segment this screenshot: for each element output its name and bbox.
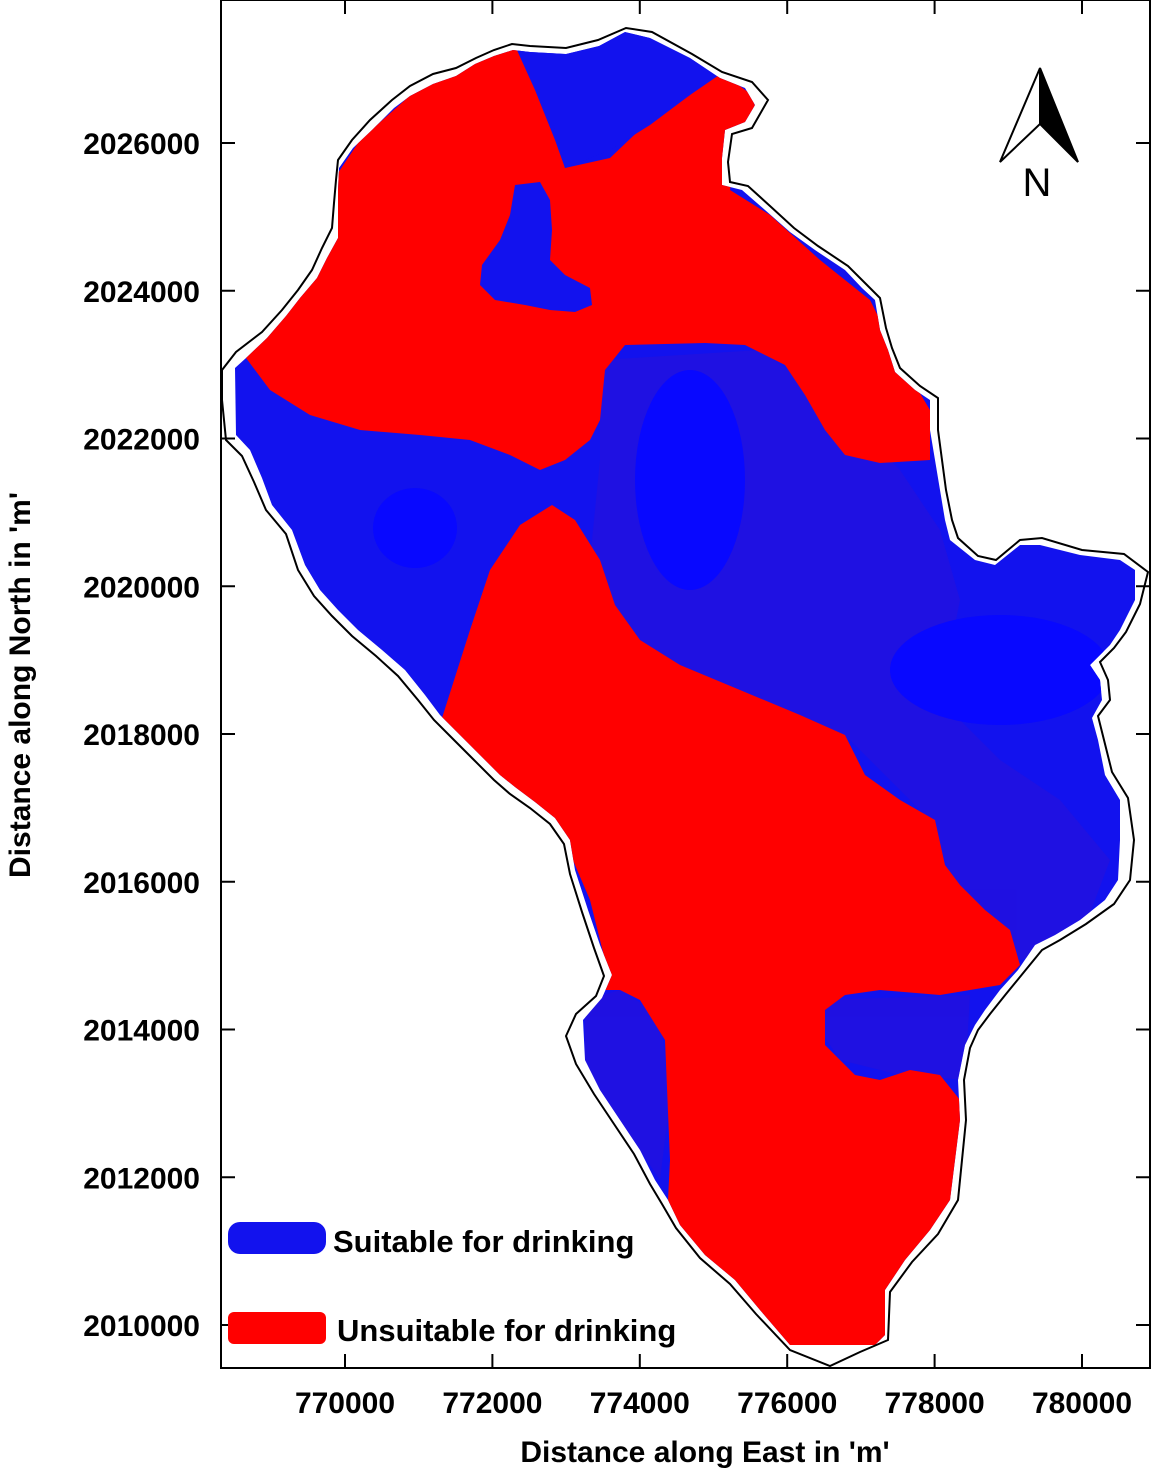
- blue-island-top: [516, 32, 712, 168]
- north-label: N: [1023, 161, 1052, 205]
- legend: Suitable for drinking Unsuitable for dri…: [228, 1222, 676, 1348]
- basin-boundary: [221, 26, 1150, 1368]
- x-tick-label: 776000: [737, 1387, 837, 1420]
- y-tick-label: 2014000: [83, 1015, 200, 1048]
- y-tick-label: 2018000: [83, 719, 200, 752]
- y-tick-label: 2016000: [83, 867, 200, 900]
- y-tick-label: 2026000: [83, 128, 200, 161]
- x-tick-label: 778000: [885, 1387, 985, 1420]
- legend-swatch-suitable: [228, 1222, 326, 1254]
- y-tick-label: 2024000: [83, 276, 200, 309]
- x-axis: 770000 772000 774000 776000 778000 780000: [295, 0, 1132, 1420]
- x-axis-title: Distance along East in 'm': [520, 1436, 889, 1469]
- legend-swatch-unsuitable: [228, 1312, 326, 1344]
- x-tick-label: 780000: [1032, 1387, 1132, 1420]
- legend-label-unsuitable: Unsuitable for drinking: [337, 1313, 676, 1348]
- y-axis: 2026000 2024000 2022000 2020000 2018000 20160…: [83, 128, 1150, 1343]
- red-region-north: [235, 48, 930, 470]
- blue-island-north: [480, 182, 592, 312]
- legend-label-suitable: Suitable for drinking: [333, 1224, 634, 1259]
- y-tick-label: 2022000: [83, 424, 200, 457]
- x-tick-label: 772000: [442, 1387, 542, 1420]
- red-region-south: [442, 505, 1020, 1345]
- y-tick-label: 2020000: [83, 571, 200, 604]
- x-tick-label: 770000: [295, 1387, 395, 1420]
- x-tick-label: 774000: [590, 1387, 690, 1420]
- north-arrow: N: [999, 67, 1079, 205]
- unsuitable-regions: [235, 48, 1020, 1345]
- y-axis-title: Distance along North in 'm': [4, 492, 37, 878]
- y-tick-label: 2010000: [83, 1310, 200, 1343]
- y-tick-label: 2012000: [83, 1162, 200, 1195]
